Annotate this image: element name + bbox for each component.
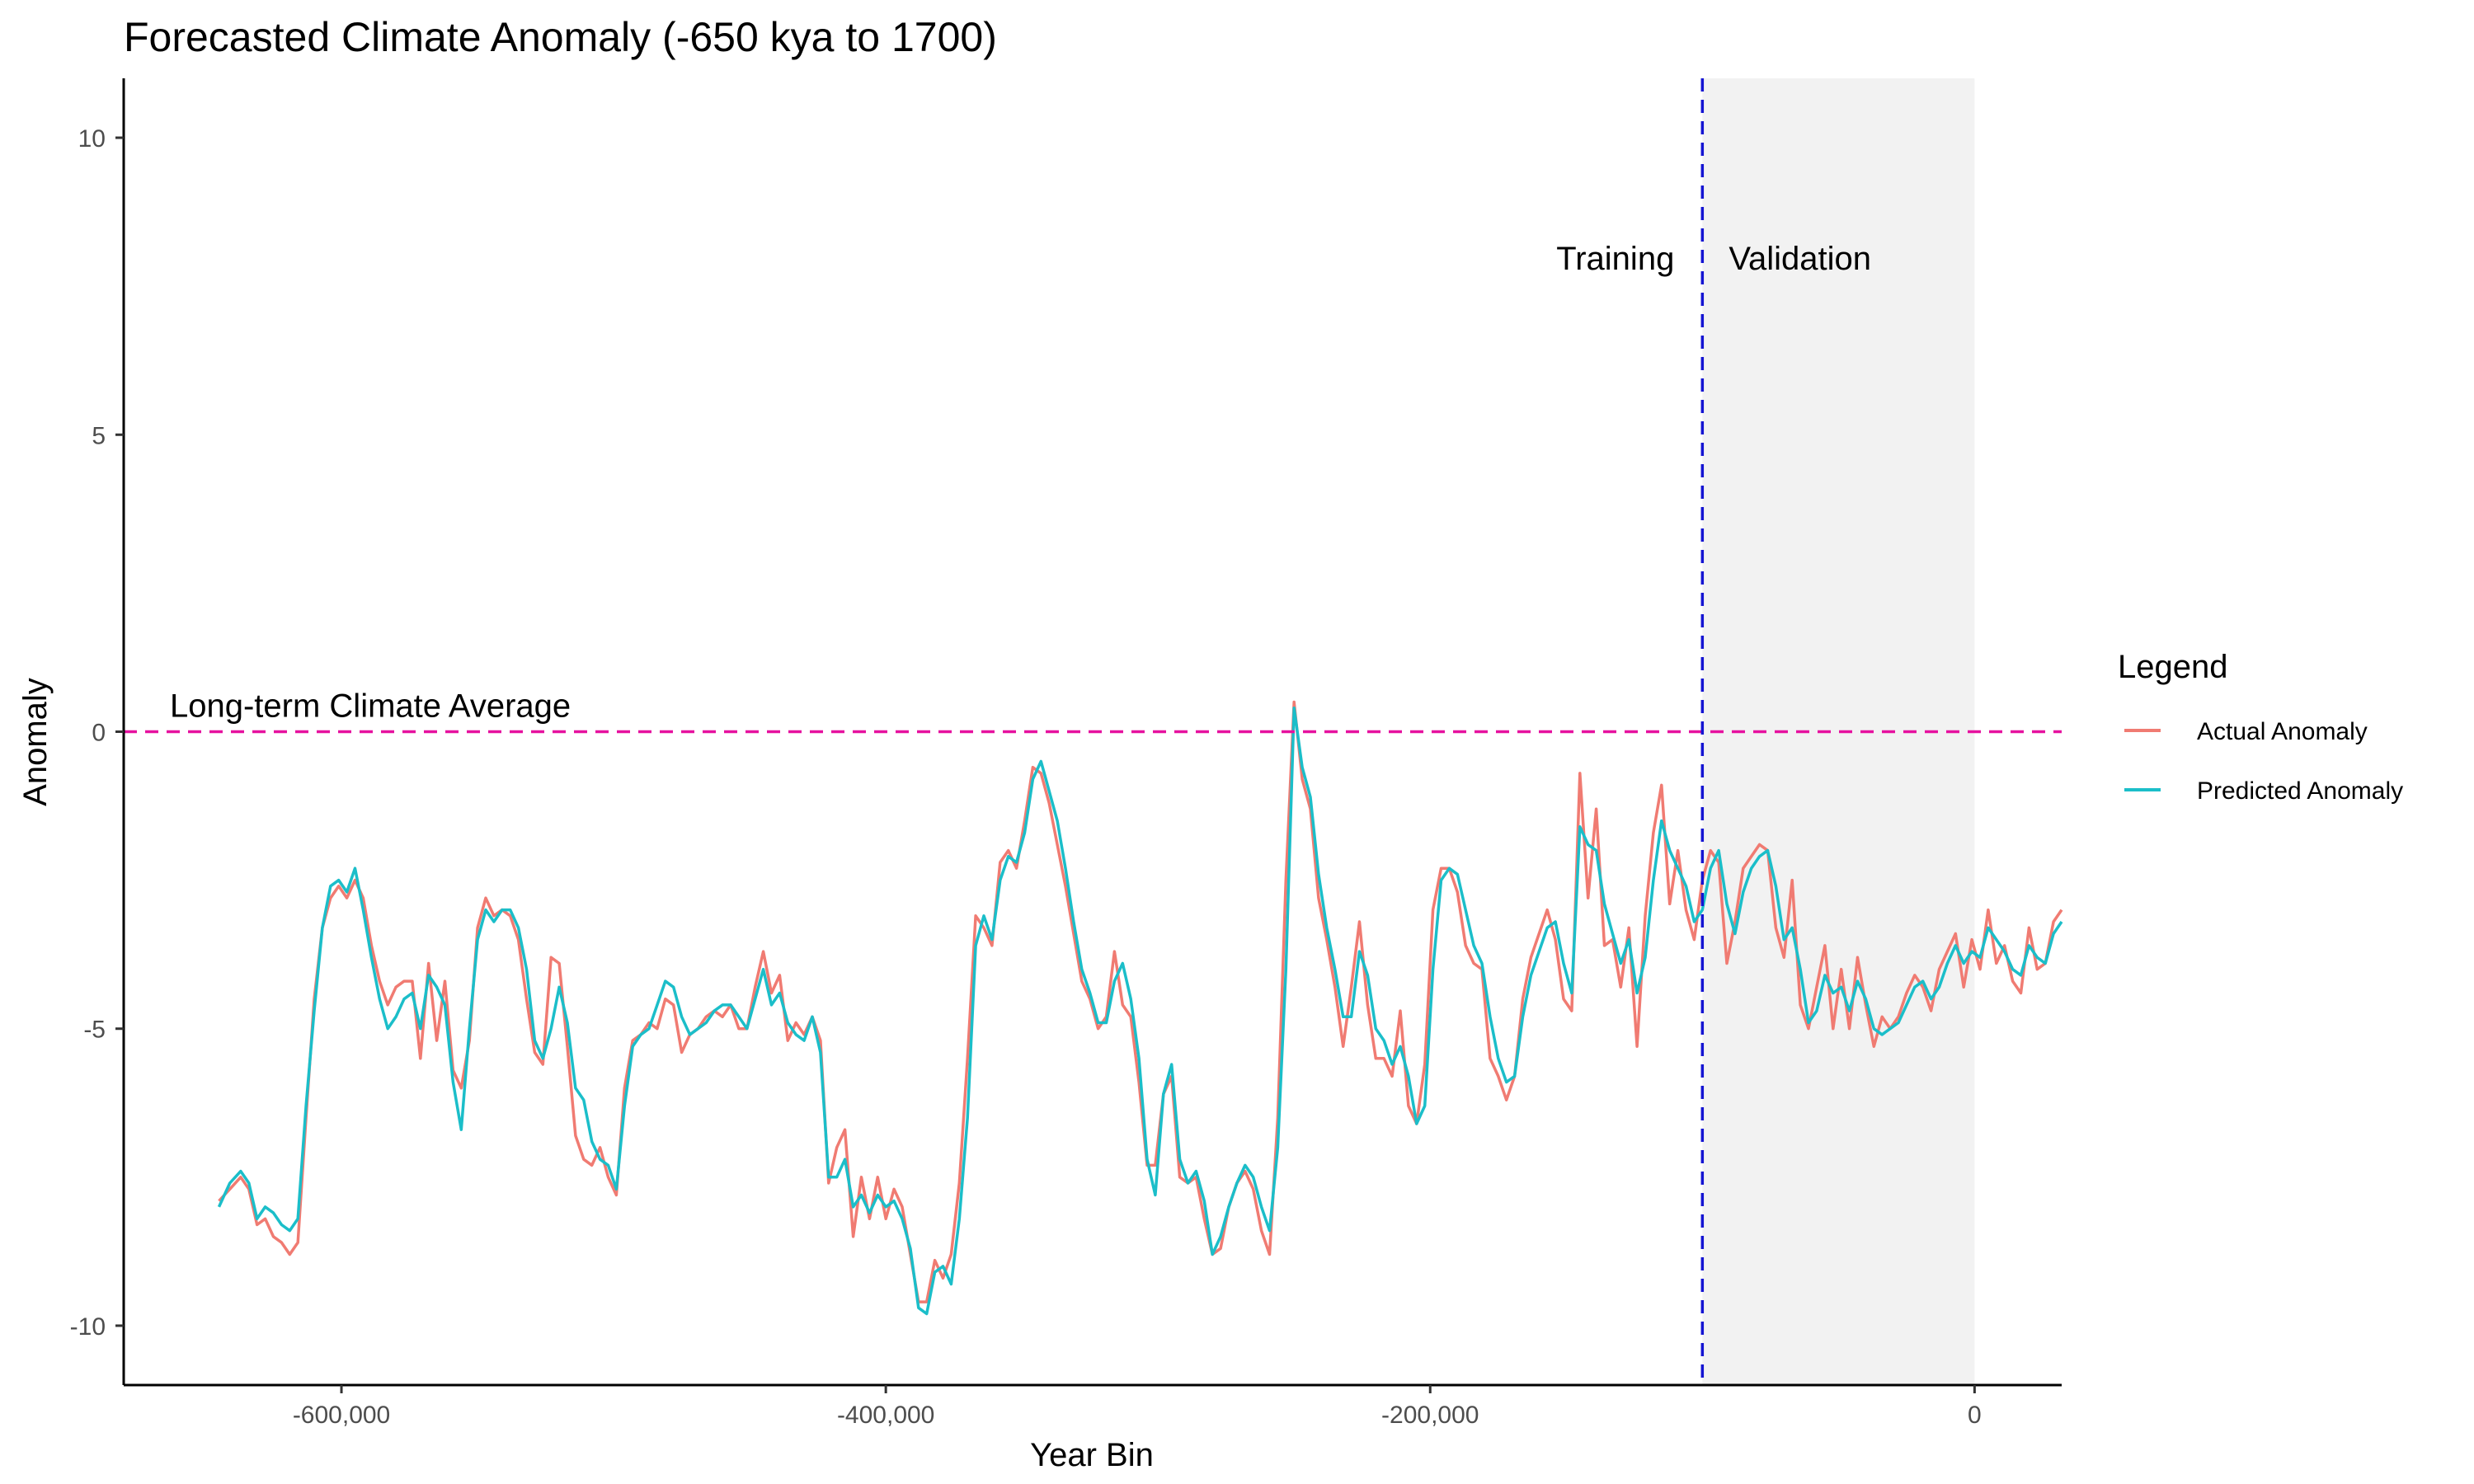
x-tick-label: -400,000	[837, 1402, 934, 1429]
x-tick-label: -200,000	[1381, 1402, 1479, 1429]
legend: Legend Actual Anomaly Predicted Anomaly	[2118, 649, 2403, 805]
training-label: Training	[1556, 241, 1674, 277]
series-line-predicted	[217, 706, 2063, 1316]
x-tick-label: 0	[1968, 1402, 1982, 1429]
validation-label: Validation	[1729, 241, 1871, 277]
series-layer	[217, 700, 2063, 1316]
x-axis-ticks: -600,000 -400,000 -200,000 0	[293, 1385, 1982, 1429]
y-tick-label: 0	[92, 720, 106, 747]
legend-label-actual: Actual Anomaly	[2197, 718, 2368, 745]
long-term-average-label: Long-term Climate Average	[170, 688, 571, 725]
x-axis-title: Year Bin	[1030, 1437, 1154, 1473]
y-tick-label: -5	[83, 1017, 106, 1044]
x-tick-label: -600,000	[293, 1402, 390, 1429]
y-tick-label: 10	[78, 125, 106, 153]
legend-label-predicted: Predicted Anomaly	[2197, 777, 2403, 805]
y-tick-label: 5	[92, 422, 106, 449]
legend-title: Legend	[2118, 649, 2227, 685]
y-axis-title: Anomaly	[17, 678, 54, 806]
chart-title: Forecasted Climate Anomaly (-650 kya to …	[124, 14, 997, 60]
y-tick-label: -10	[70, 1313, 106, 1341]
y-axis-ticks: -10 -5 0 5 10	[70, 125, 124, 1341]
